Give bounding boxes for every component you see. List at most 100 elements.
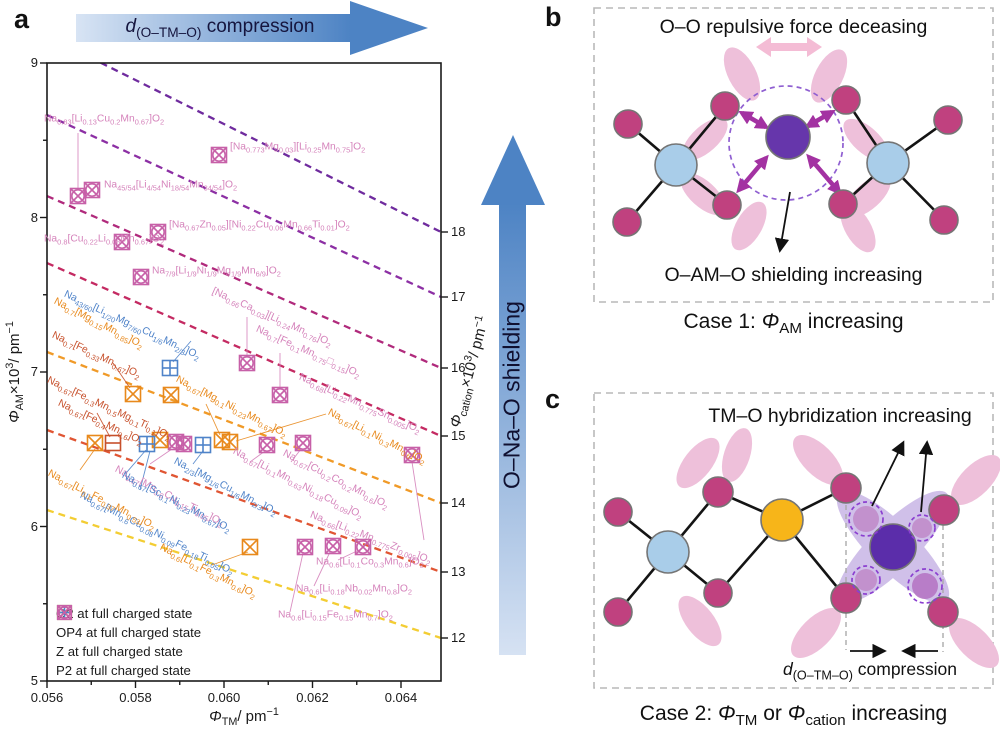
data-point-marker-Z [161,359,179,377]
trend-lines [47,63,441,640]
oxygen-atom [830,582,862,614]
panel-b-bottom-label: O–AM–O shielding increasing [664,264,923,286]
x-tick-label: 0.062 [296,690,329,705]
y-left-tick-label: 8 [30,209,38,225]
data-point-marker-O2 [104,434,122,452]
data-point-marker-P2 [271,386,289,404]
o-na-o-shielding-label: O–Na–O shielding [498,301,525,489]
oxygen-atom [712,190,742,220]
data-point-marker-P2 [175,435,193,453]
panel-c-box [593,392,994,689]
shielding-arrows [736,109,842,196]
compound-label: Na7/9[Li1/9Ni1/9Mg1/9Mn6/9]O2 [152,265,281,279]
tm-atom [866,141,910,185]
label-connector [337,550,358,561]
oxygen-atom [933,105,963,135]
panel-a-plot [40,62,448,688]
label-connector [112,362,131,389]
data-point-marker-P2 [294,434,312,452]
label-connector [411,461,425,541]
data-point-marker-OP4 [241,538,259,556]
data-point-marker-P2 [354,538,372,556]
hybridized-oxygen-orbitals [848,501,943,604]
atoms [603,472,960,628]
legend-marker-P2 [56,604,73,621]
panel-c-caption: Case 2: ΦTM or Φcation increasing [639,702,948,730]
data-point-marker-P2 [56,604,73,621]
oxygen-atom [927,596,959,628]
y-left-tick-label: 6 [30,518,38,534]
y-right-tick-label: 17 [451,289,466,304]
trend-line [47,113,441,299]
y-right-tick-label: 18 [451,224,466,239]
compound-label: [Na0.67Zn0.05][Ni0.22Cu0.06Mn0.66Ti0.01]… [169,219,350,233]
data-point-marker-OP4 [124,385,142,403]
data-point-marker-P2 [258,436,276,454]
panel-b-diagram [593,7,994,303]
compound-label: Na45/54[Li4/54Ni18/54Mn34/54]O2 [104,179,238,193]
axis-ticks [40,62,448,688]
oxygen-atom [830,472,862,504]
oxygen-atom [613,109,643,139]
label-connector [96,412,111,438]
trend-line [47,428,441,574]
panel-letter-a: a [14,4,30,34]
d-compression-arrow-label: d(O–TM–O) compression [125,16,315,40]
o-o-repulsion-double-arrow [756,37,822,57]
legend-label: Z at full charged state [56,644,183,659]
label-connector [289,552,304,613]
data-point-marker-OP4 [86,434,104,452]
compound-label: Na0.8[Cu0.22Li0.08Mn0.67]O2 [44,233,165,247]
compound-label: Na0.83[Li0.13Cu0.2Mn0.67]O2 [44,113,165,127]
label-connector [313,551,331,587]
legend-item: OP4 at full charged state [56,604,202,642]
panel-c-title: TM–O hybridization increasing [708,405,972,427]
electron-lobes [676,428,1000,668]
oxygen-atom [928,494,960,526]
compound-label: [Na0.773Mg0.03][Li0.25Mn0.75]O2 [230,141,366,155]
oxygen-atom [603,497,633,527]
tm-atom [654,143,698,187]
compound-label: Na0.6[Li0.18Nb0.02Mn0.8]O2 [296,583,412,597]
legend-item: P2 at full charged state [56,604,201,680]
panel-b-title: O–O repulsive force deceasing [659,16,928,38]
legend-label: P2 at full charged state [56,663,191,678]
x-tick-label: 0.064 [384,690,418,705]
label-connector [79,448,96,471]
oxygen-atom [603,597,633,627]
data-point-marker-Z [138,435,156,453]
label-connector [126,449,147,473]
atoms [612,85,963,237]
label-connector [235,413,327,442]
annotation-arrows [850,440,938,659]
label-connector [149,448,173,465]
compound-label: Na0.6[Li0.1Co0.3Mn0.6]O2 [316,556,424,570]
panel-b-box [593,7,994,303]
oxygen-atom [929,205,959,235]
oxygen-atom [710,91,740,121]
data-point-marker-P2 [238,354,256,372]
data-point-marker-OP4 [221,433,239,451]
am-atom [765,114,811,160]
y-right-tick-label: 15 [451,428,466,443]
legend: O2 at full charged state OP4 at full char… [56,604,201,680]
label-connector [139,450,151,491]
x-axis-label: ΦTM/ pm−1 [209,706,279,728]
oxygen-atom [828,189,858,219]
data-point-marker-P2 [83,181,101,199]
oxygen-atom [612,207,642,237]
data-point-marker-P2 [210,146,228,164]
oxygen-atom [702,476,734,508]
o-na-o-shielding-arrow [481,135,545,655]
y-left-tick-label: 7 [30,364,38,379]
legend-label: OP4 at full charged state [56,625,202,640]
y-right-tick-label: 13 [451,564,466,579]
shielding-dashed-circle [728,85,844,201]
oxygen-atom [703,578,733,608]
compound-label: Na0.6[Li0.15Fe0.15Mn0.7]O2 [278,609,393,623]
trend-line [47,508,441,640]
annotation-arrow [774,191,791,253]
y-left-tick-label: 9 [30,55,38,70]
panel-letter-c: c [545,384,561,414]
